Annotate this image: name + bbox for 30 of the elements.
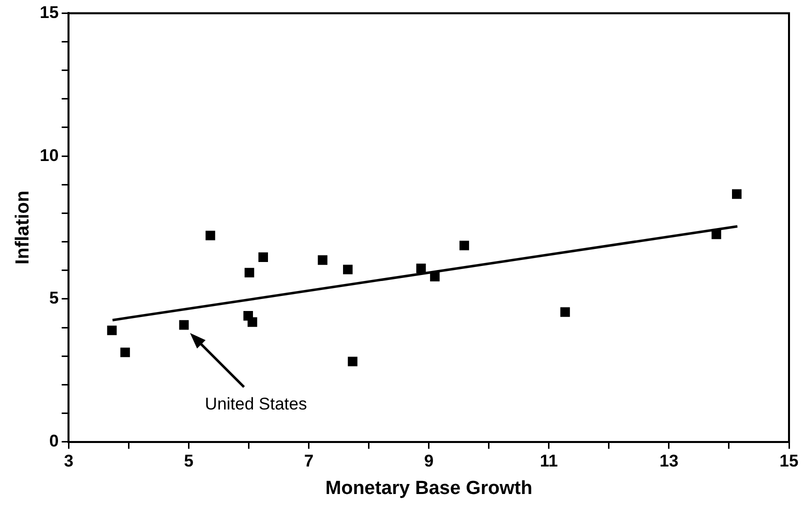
point: [348, 356, 358, 366]
point: [416, 264, 426, 274]
x-tick-label: 9: [424, 452, 434, 471]
x-tick-label: 11: [540, 452, 558, 471]
y-tick-label: 15: [40, 2, 59, 22]
point: [318, 255, 328, 265]
x-tick-label: 15: [780, 452, 798, 471]
point: [343, 264, 353, 274]
point: [179, 320, 189, 330]
x-tick-label: 3: [64, 452, 74, 471]
point: [430, 272, 440, 282]
point: [258, 252, 268, 262]
x-tick-label: 5: [184, 452, 194, 471]
x-tick-label: 13: [659, 452, 678, 471]
y-tick-label: 0: [49, 431, 59, 450]
x-tick-label: 7: [304, 452, 314, 471]
point: [459, 240, 470, 250]
y-axis-title: Inflation: [12, 190, 34, 264]
point: [120, 348, 130, 358]
point: [732, 189, 742, 199]
point: [712, 230, 722, 240]
point: [107, 326, 117, 336]
point: [248, 317, 258, 327]
x-axis-title: Monetary Base Growth: [325, 478, 532, 499]
annotation: United States: [204, 394, 307, 414]
y-tick-label: 10: [40, 146, 59, 165]
y-tick-label: 5: [49, 288, 59, 308]
point: [560, 307, 570, 317]
point: [244, 268, 254, 278]
point: [206, 230, 216, 240]
